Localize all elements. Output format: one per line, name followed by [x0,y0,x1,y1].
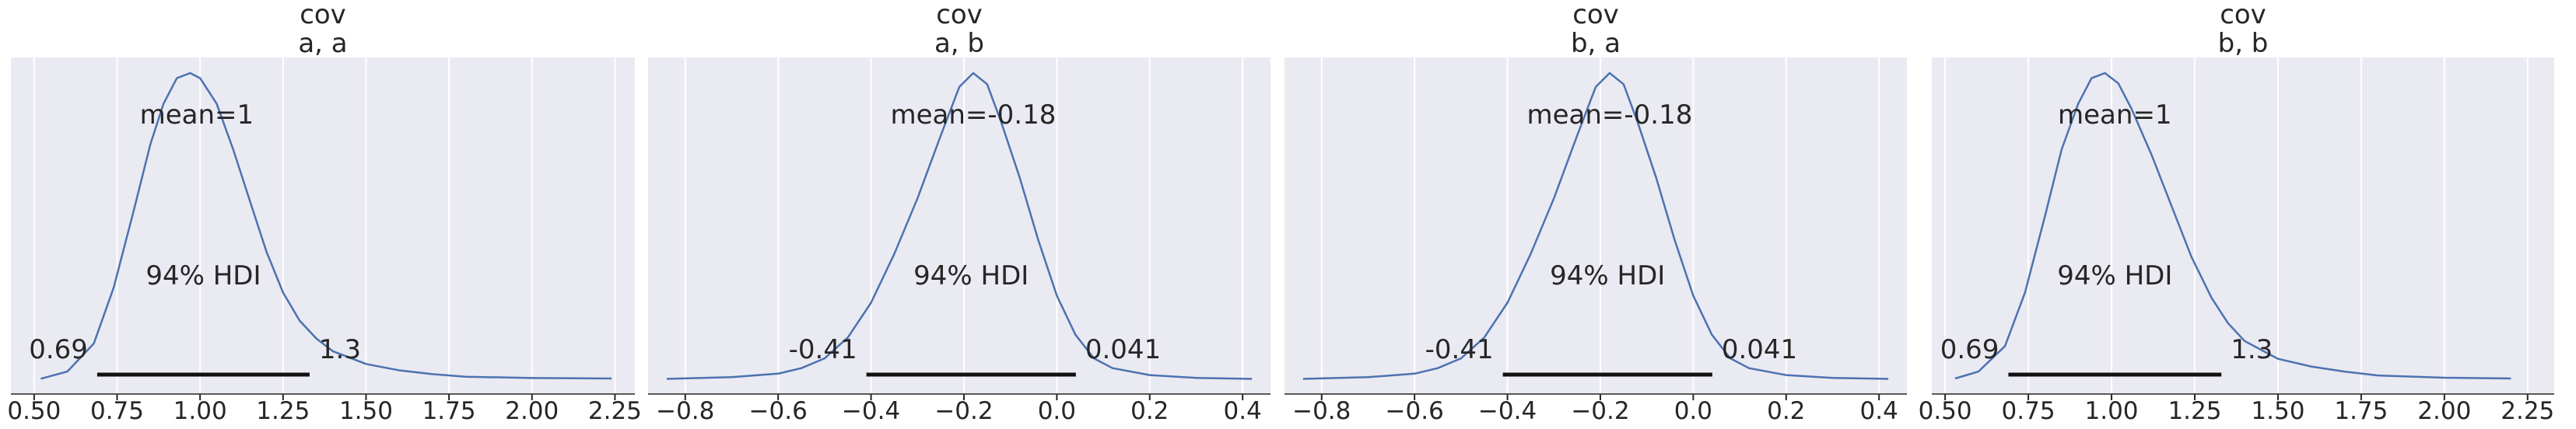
panel-title-line2: a, b [934,28,984,59]
x-tick-label: 0.0 [1038,397,1076,425]
density-curve [40,72,612,380]
x-tick-label: 0.75 [90,397,144,425]
x-tick-label: 1.50 [339,397,393,425]
hdi-high-label: 0.041 [1085,334,1161,365]
x-tick-label: −0.8 [656,397,714,425]
panel-title-line2: b, b [2218,28,2269,59]
x-tick-label: 0.50 [1919,397,1972,425]
plot-area [648,58,1270,394]
x-tick-label: 0.2 [1130,397,1169,425]
hdi-low-label: 0.69 [1940,334,1999,365]
x-tick-label: 0.4 [1224,397,1262,425]
hdi-label: 94% HDI [2057,260,2172,291]
x-tick-label: 2.00 [2417,397,2471,425]
panel-title-line1: cov [300,0,346,30]
density-curve [666,72,1253,380]
plot-area [11,58,635,394]
x-tick-label: 0.0 [1674,397,1712,425]
hdi-low-label: -0.41 [789,334,857,365]
hdi-low-label: 0.69 [29,334,88,365]
x-tick-label: 1.25 [256,397,310,425]
x-tick-label: 1.00 [173,397,227,425]
mean-label: mean=1 [140,99,254,131]
panel-title-line2: a, a [298,28,347,59]
hdi-low-label: -0.41 [1425,334,1494,365]
x-tick-label: −0.2 [1571,397,1629,425]
mean-label: mean=1 [2058,99,2172,131]
mean-label: mean=-0.18 [890,99,1056,131]
x-tick-label: 0.50 [7,397,61,425]
x-tick-label: −0.4 [1478,397,1537,425]
plot-panel-3: −0.8 −0.6 −0.4 −0.2 0.0 0.2 0.4 -0.41 0.041 94% H… [1284,0,1907,425]
panel-title-line1: cov [936,0,983,30]
hdi-label: 94% HDI [1550,260,1665,291]
plot-area [1284,58,1907,394]
x-tick-label: 2.00 [505,397,559,425]
panel-title-line1: cov [1572,0,1619,30]
x-tick-label: 0.75 [2002,397,2056,425]
panel-title-line2: b, a [1571,28,1621,59]
x-tick-label: 1.25 [2168,397,2221,425]
mean-label: mean=-0.18 [1526,99,1692,131]
x-tick-label: 2.25 [2501,397,2554,425]
x-tick-label: 1.00 [2085,397,2139,425]
x-tick-label: −0.6 [1386,397,1444,425]
x-tick-label: 0.4 [1860,397,1898,425]
x-tick-label: −0.8 [1292,397,1351,425]
x-tick-label: −0.2 [934,397,993,425]
x-tick-label: 2.25 [588,397,642,425]
density-curve [1302,72,1889,380]
hdi-high-label: 0.041 [1722,334,1797,365]
panel-title-line1: cov [2220,0,2266,30]
x-tick-label: −0.6 [749,397,808,425]
x-tick-label: 1.75 [422,397,476,425]
plot-panel-2: −0.8 −0.6 −0.4 −0.2 0.0 0.2 0.4 -0.41 0.041 94% H… [648,0,1270,425]
hdi-high-label: 1.3 [319,334,361,365]
x-tick-label: −0.4 [842,397,900,425]
hdi-label: 94% HDI [145,260,261,291]
plot-panel-4: 0.50 0.75 1.00 1.25 1.50 1.75 2.00 2.25 0.69 1.3 9… [1919,0,2555,425]
x-tick-label: 0.2 [1767,397,1805,425]
x-tick-label: 1.50 [2251,397,2304,425]
x-tick-label: 1.75 [2334,397,2388,425]
density-curve [1954,72,2511,380]
plot-panel-1: 0.50 0.75 1.00 1.25 1.50 1.75 2.00 2.25 0.69 1.3 9… [7,0,642,425]
hdi-high-label: 1.3 [2231,334,2273,365]
hdi-label: 94% HDI [913,260,1029,291]
